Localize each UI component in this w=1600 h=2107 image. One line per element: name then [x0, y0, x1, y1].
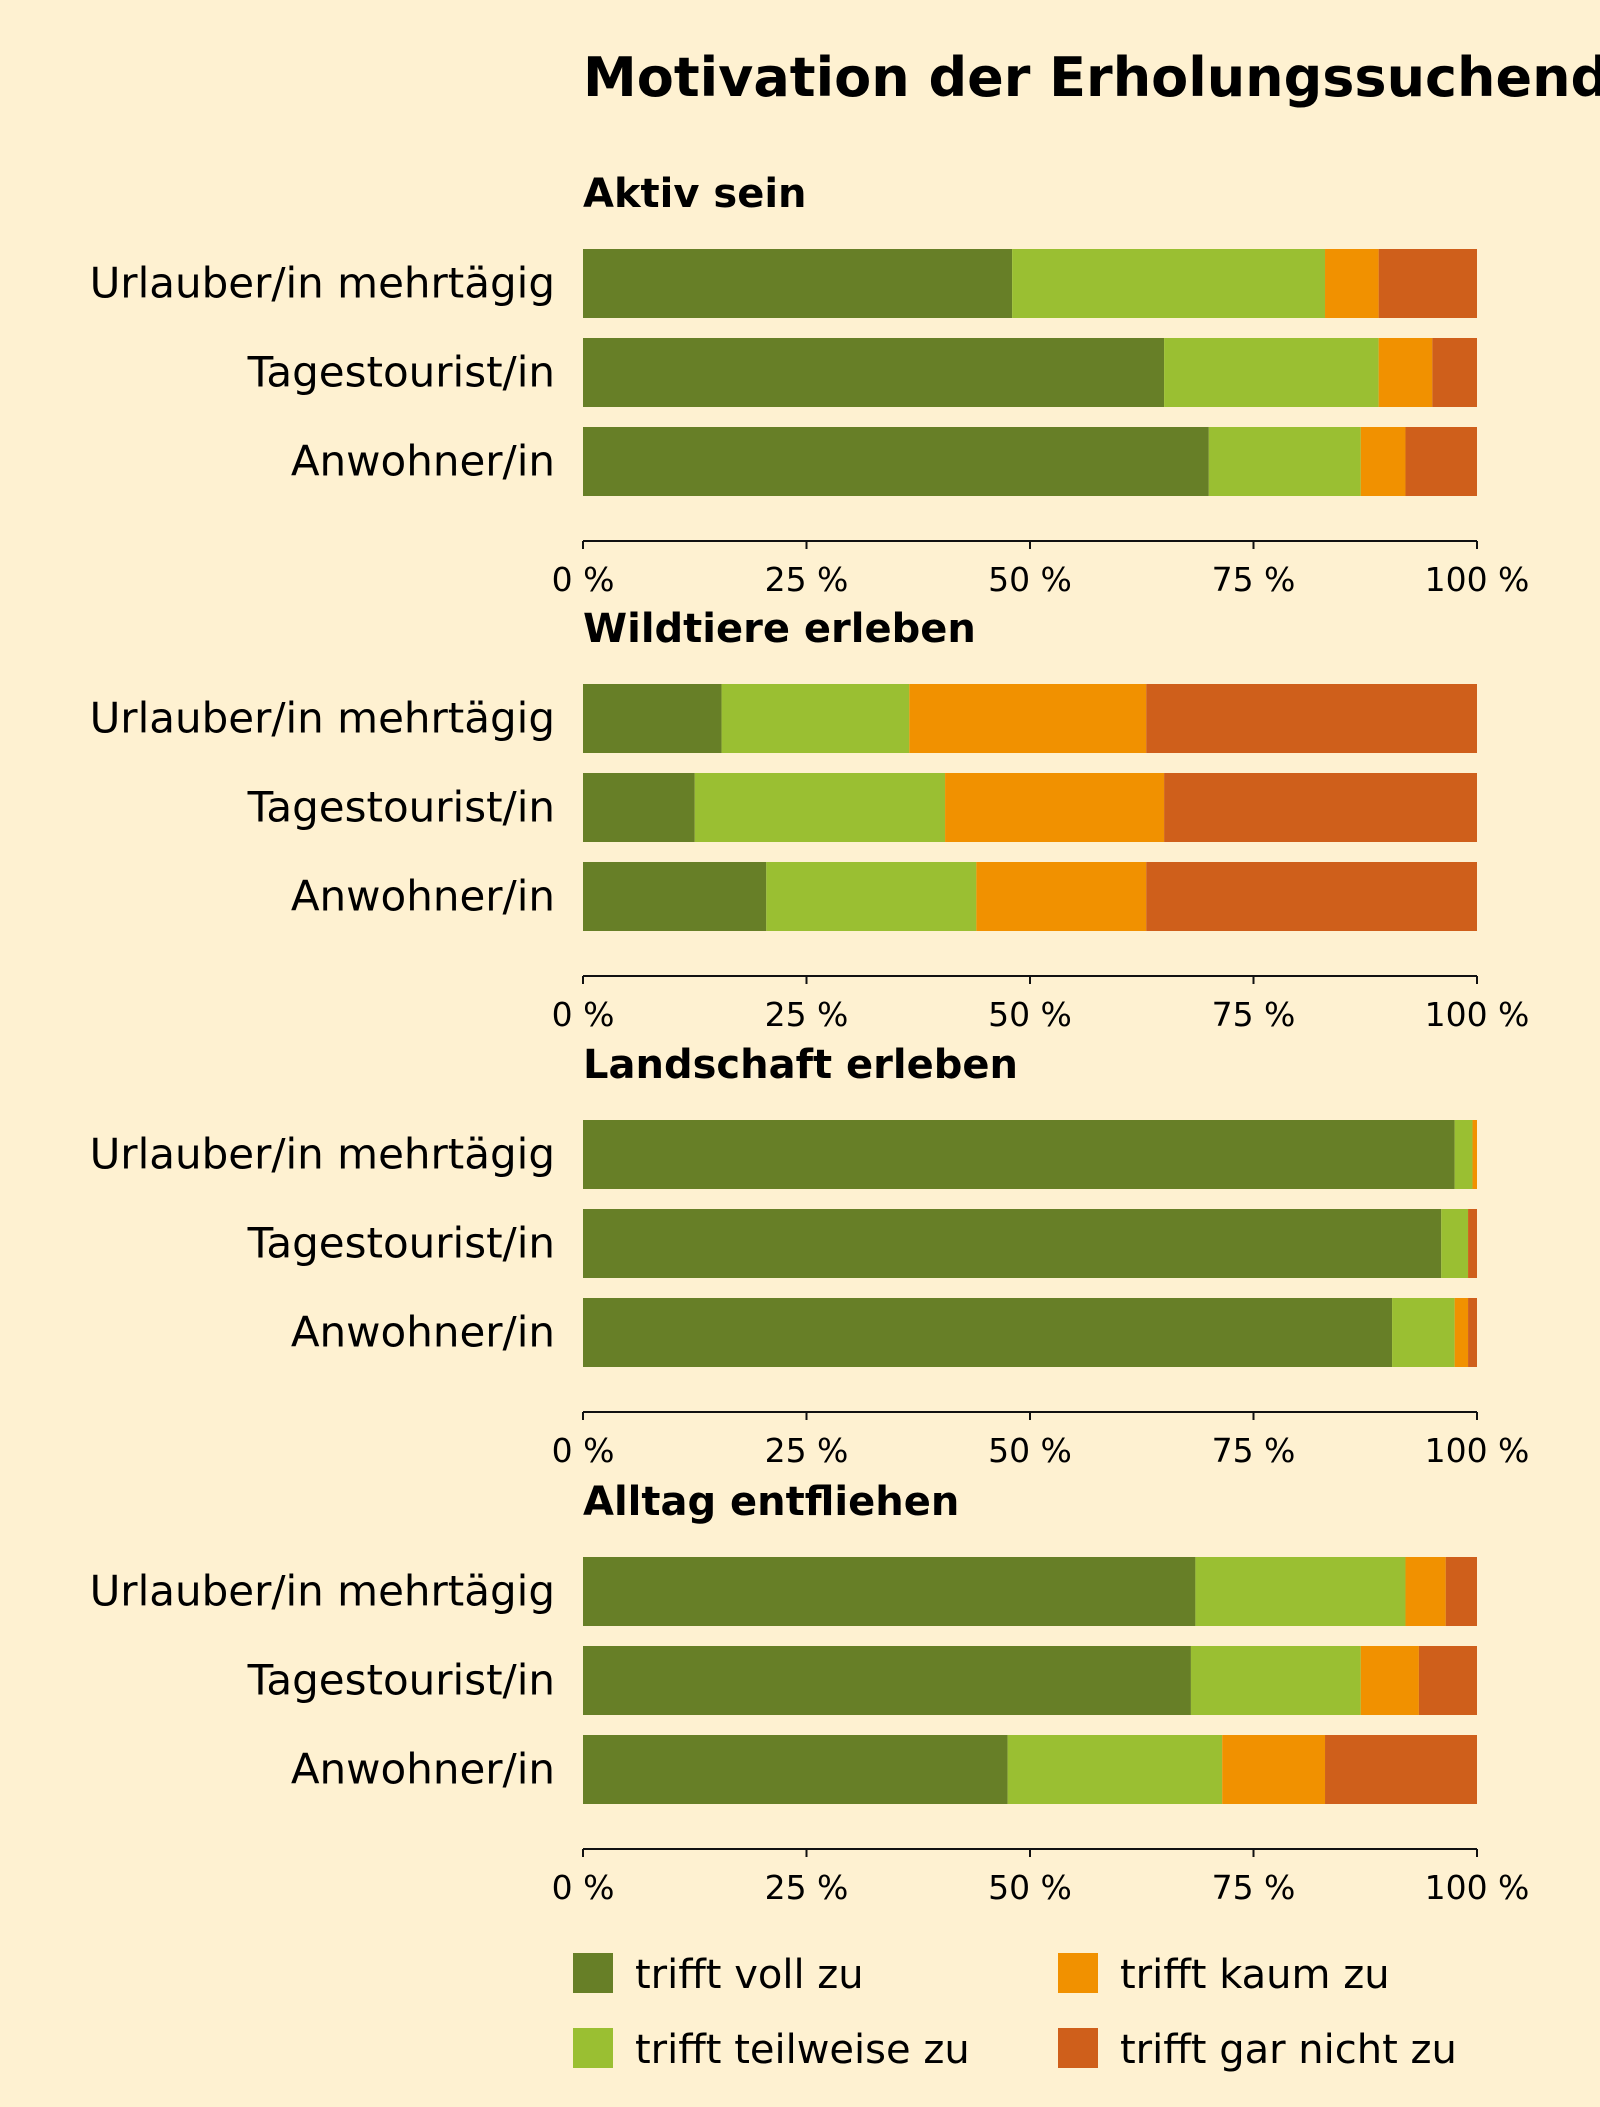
- bar-segment: [1208, 427, 1361, 496]
- bar-segment: [583, 773, 695, 842]
- bar-segment: [583, 684, 722, 753]
- bar-segment: [583, 1298, 1393, 1367]
- bar-segment: [1164, 338, 1379, 407]
- bar-segment: [1012, 249, 1326, 318]
- category-label: Anwohner/in: [291, 437, 555, 486]
- bar-segment: [1472, 1120, 1477, 1189]
- bar-segment: [1432, 338, 1477, 407]
- category-label: Urlauber/in mehrtägig: [90, 694, 555, 743]
- legend-swatch: [1058, 2028, 1098, 2068]
- bar-segment: [1190, 1646, 1361, 1715]
- bar-segment: [583, 862, 767, 931]
- x-tick-label: 75 %: [1212, 1431, 1296, 1470]
- bar-segment: [1325, 1735, 1477, 1804]
- bar-segment: [583, 249, 1013, 318]
- category-label: Anwohner/in: [291, 1745, 555, 1794]
- panel-title: Wildtiere erleben: [583, 606, 976, 652]
- category-label: Urlauber/in mehrtägig: [90, 1130, 555, 1179]
- bar-segment: [1360, 1646, 1419, 1715]
- legend-swatch: [573, 1953, 613, 1993]
- x-tick-label: 100 %: [1425, 1868, 1530, 1907]
- bar-segment: [583, 1120, 1455, 1189]
- x-tick-label: 25 %: [765, 995, 849, 1034]
- panel-title: Alltag entfliehen: [583, 1479, 959, 1525]
- panel-title: Landschaft erleben: [583, 1042, 1018, 1088]
- category-label: Tagestourist/in: [247, 1656, 555, 1705]
- x-tick-label: 0 %: [552, 995, 615, 1034]
- x-tick-label: 0 %: [552, 1431, 615, 1470]
- chart-title: Motivation der Erholungssuchenden: [583, 46, 1600, 109]
- x-tick-label: 50 %: [988, 1868, 1072, 1907]
- bar-segment: [1195, 1557, 1406, 1626]
- bar-segment: [1378, 249, 1477, 318]
- x-tick-label: 50 %: [988, 995, 1072, 1034]
- legend-label: trifft gar nicht zu: [1120, 2027, 1457, 2073]
- category-label: Urlauber/in mehrtägig: [90, 1567, 555, 1616]
- bar-segment: [1405, 427, 1477, 496]
- bar-segment: [583, 427, 1209, 496]
- x-tick-label: 75 %: [1212, 995, 1296, 1034]
- x-tick-label: 75 %: [1212, 1868, 1296, 1907]
- bar-segment: [1146, 862, 1477, 931]
- bar-segment: [583, 1735, 1008, 1804]
- bar-segment: [583, 1646, 1191, 1715]
- bar-segment: [1405, 1557, 1446, 1626]
- category-label: Tagestourist/in: [247, 783, 555, 832]
- x-tick-label: 100 %: [1425, 560, 1530, 599]
- bar-segment: [1454, 1120, 1473, 1189]
- x-tick-label: 25 %: [765, 1431, 849, 1470]
- legend-swatch: [573, 2028, 613, 2068]
- x-tick-label: 0 %: [552, 1868, 615, 1907]
- category-label: Anwohner/in: [291, 1308, 555, 1357]
- category-label: Tagestourist/in: [247, 348, 555, 397]
- x-tick-label: 50 %: [988, 1431, 1072, 1470]
- bar-segment: [1146, 684, 1477, 753]
- bar-segment: [694, 773, 946, 842]
- bar-segment: [945, 773, 1165, 842]
- legend-swatch: [1058, 1953, 1098, 1993]
- legend-label: trifft kaum zu: [1120, 1952, 1390, 1998]
- bar-segment: [583, 1557, 1196, 1626]
- x-tick-label: 25 %: [765, 1868, 849, 1907]
- x-tick-label: 100 %: [1425, 995, 1530, 1034]
- bar-segment: [1378, 338, 1433, 407]
- legend-label: trifft voll zu: [635, 1952, 864, 1998]
- bar-segment: [976, 862, 1147, 931]
- bar-segment: [766, 862, 977, 931]
- bar-segment: [1325, 249, 1379, 318]
- x-tick-label: 100 %: [1425, 1431, 1530, 1470]
- category-label: Tagestourist/in: [247, 1219, 555, 1268]
- bar-segment: [583, 1209, 1442, 1278]
- bar-segment: [1392, 1298, 1455, 1367]
- bar-segment: [721, 684, 910, 753]
- category-label: Urlauber/in mehrtägig: [90, 259, 555, 308]
- x-tick-label: 75 %: [1212, 560, 1296, 599]
- bar-segment: [1445, 1557, 1477, 1626]
- bar-segment: [1164, 773, 1477, 842]
- x-tick-label: 0 %: [552, 560, 615, 599]
- panel-title: Aktiv sein: [583, 171, 807, 217]
- bar-segment: [909, 684, 1147, 753]
- bar-segment: [1441, 1209, 1469, 1278]
- bar-segment: [1007, 1735, 1223, 1804]
- x-tick-label: 50 %: [988, 560, 1072, 599]
- x-tick-label: 25 %: [765, 560, 849, 599]
- bar-segment: [1454, 1298, 1469, 1367]
- bar-segment: [1468, 1298, 1477, 1367]
- category-label: Anwohner/in: [291, 872, 555, 921]
- bar-segment: [1222, 1735, 1326, 1804]
- bar-segment: [1418, 1646, 1477, 1715]
- legend-label: trifft teilweise zu: [635, 2027, 970, 2073]
- bar-segment: [1468, 1209, 1477, 1278]
- bar-segment: [1360, 427, 1406, 496]
- bar-segment: [583, 338, 1165, 407]
